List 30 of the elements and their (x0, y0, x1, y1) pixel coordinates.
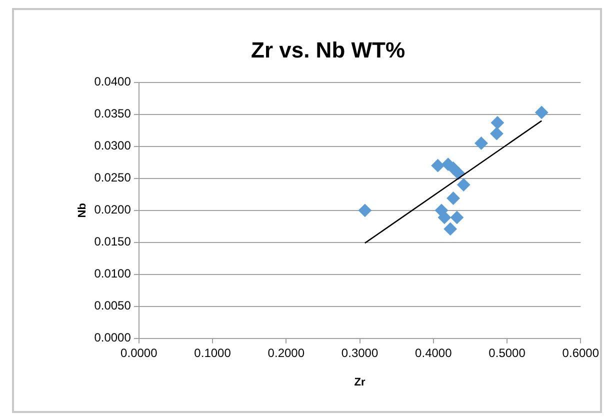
point (490, 116, 504, 130)
y-tick-label: 0.0100 (94, 266, 132, 281)
y-tick-label: 0.0150 (94, 234, 132, 249)
x-tick-label: 0.6000 (562, 346, 600, 360)
y-tick-label: 0.0250 (94, 170, 132, 185)
point (474, 136, 488, 150)
y-axis-title: Nb (76, 202, 89, 218)
point (490, 127, 504, 140)
x-axis-title: Zr (354, 376, 366, 388)
y-tick-label: 0.0000 (94, 330, 132, 345)
x-tick-label: 0.0000 (120, 346, 158, 360)
x-tick-label: 0.1000 (194, 346, 232, 360)
point (431, 159, 444, 172)
chart-title: Zr vs. Nb WT% (250, 37, 406, 62)
y-tick-label: 0.0300 (94, 138, 132, 153)
point (450, 210, 464, 224)
point (446, 192, 460, 205)
x-tick-label: 0.4000 (415, 346, 452, 360)
point (438, 210, 451, 224)
point (457, 178, 470, 192)
x-tick-label: 0.3000 (341, 346, 378, 360)
point (535, 106, 548, 119)
x-tick-label: 0.2000 (268, 346, 305, 360)
y-tick-label: 0.0050 (94, 298, 132, 313)
x-tick-label: 0.5000 (488, 346, 526, 360)
y-tick-label: 0.0400 (94, 74, 132, 89)
point (444, 222, 457, 236)
y-tick-label: 0.0200 (94, 202, 132, 217)
point (358, 204, 372, 217)
y-tick-label: 0.0350 (94, 106, 132, 121)
